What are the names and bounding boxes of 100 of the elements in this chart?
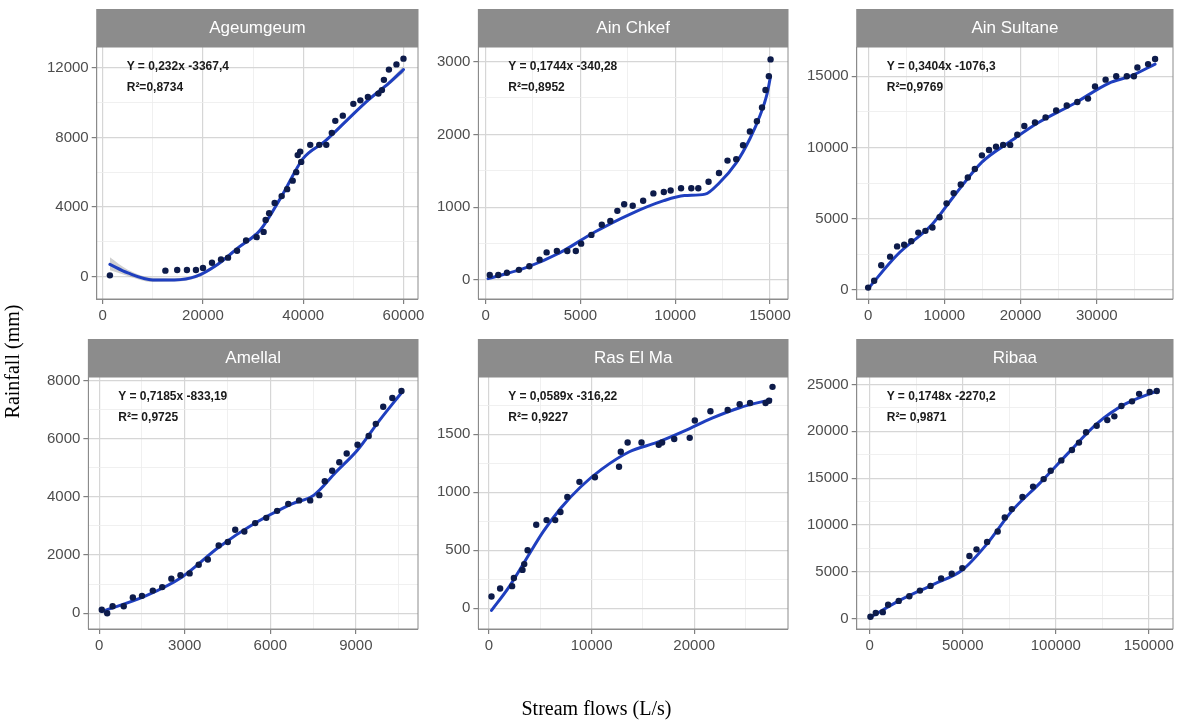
- point: [985, 146, 993, 154]
- y-tick-label: 0: [462, 270, 471, 288]
- point: [624, 439, 631, 446]
- point: [515, 266, 523, 274]
- x-axis-title: Stream flows (L/s): [520, 697, 673, 720]
- y-tick-label: 1500: [436, 424, 471, 442]
- point: [1102, 76, 1109, 83]
- point: [398, 387, 405, 395]
- point: [224, 538, 232, 546]
- point: [177, 571, 184, 579]
- y-tick-label: 6000: [46, 428, 81, 446]
- point: [380, 403, 387, 410]
- point: [870, 277, 878, 284]
- point: [879, 608, 887, 616]
- y-tick-label: 12000: [46, 58, 89, 75]
- point: [503, 269, 511, 276]
- y-tick-label: 3000: [436, 51, 471, 69]
- chart-title: Ras El Ma: [593, 347, 673, 367]
- point: [350, 100, 357, 108]
- y-tick-label: 2000: [436, 124, 471, 142]
- x-tick-label: 0: [481, 306, 490, 324]
- point: [380, 76, 388, 84]
- y-tick-label: 5000: [815, 562, 849, 579]
- point: [263, 514, 270, 522]
- y-tick-label: 4000: [46, 487, 81, 505]
- y-tick-label: 8000: [55, 127, 89, 145]
- point: [232, 526, 239, 533]
- annotation: Y = 0,232x -3367,4: [126, 59, 230, 74]
- point: [929, 224, 936, 231]
- annotation: R²=0,9769: [886, 80, 944, 95]
- point: [992, 143, 1000, 150]
- point: [957, 181, 964, 188]
- annotation: Y = 0,1744x -340,28: [508, 59, 618, 74]
- point: [688, 185, 695, 192]
- point: [265, 209, 273, 217]
- point: [486, 271, 493, 279]
- point: [400, 55, 407, 62]
- point: [900, 241, 908, 248]
- point: [524, 547, 531, 554]
- x-tick-label: 40000: [282, 306, 325, 324]
- point: [671, 435, 678, 443]
- point: [893, 243, 901, 250]
- point: [878, 262, 885, 269]
- point: [217, 256, 225, 263]
- point: [724, 157, 731, 164]
- point: [521, 560, 528, 568]
- point: [906, 593, 913, 600]
- point: [872, 609, 879, 617]
- y-tick-label: 20000: [806, 421, 849, 439]
- point: [106, 272, 114, 279]
- point: [1040, 475, 1047, 483]
- y-tick-label: 0: [840, 280, 849, 298]
- point: [607, 217, 614, 225]
- x-tick-label: 0: [95, 636, 104, 654]
- x-tick-label: 10000: [570, 636, 613, 654]
- point: [966, 552, 973, 560]
- point: [943, 200, 950, 207]
- point: [564, 247, 571, 255]
- point: [765, 397, 773, 404]
- point: [1144, 60, 1152, 68]
- point: [978, 152, 986, 159]
- point: [572, 247, 580, 255]
- point: [1130, 73, 1138, 80]
- point: [208, 259, 216, 266]
- annotation: R²= 0,9725: [118, 410, 179, 425]
- x-tick-label: 0: [863, 306, 873, 324]
- point: [1084, 95, 1092, 102]
- point: [971, 165, 979, 173]
- annotation: Y = 0,1748x -2270,2: [886, 389, 996, 404]
- point: [109, 603, 116, 610]
- point: [328, 129, 335, 137]
- point: [1063, 102, 1070, 109]
- point: [553, 247, 561, 255]
- point: [120, 603, 127, 610]
- point: [715, 169, 723, 177]
- point: [867, 613, 874, 621]
- point: [1128, 398, 1136, 405]
- point: [915, 229, 922, 236]
- point: [1007, 141, 1014, 149]
- point: [983, 538, 991, 546]
- point: [1068, 446, 1076, 454]
- point: [936, 213, 943, 221]
- point: [948, 570, 955, 577]
- point: [769, 383, 776, 391]
- point: [332, 117, 339, 125]
- point: [733, 155, 740, 163]
- point: [1052, 107, 1060, 114]
- y-tick-label: 500: [445, 540, 471, 558]
- point: [765, 72, 773, 80]
- y-tick-label: 15000: [806, 66, 849, 84]
- point: [927, 582, 934, 590]
- x-tick-label: 0: [484, 636, 494, 654]
- point: [316, 141, 323, 149]
- point: [886, 253, 894, 260]
- point: [293, 168, 300, 176]
- point: [629, 202, 636, 209]
- point: [1074, 98, 1081, 106]
- y-tick-label: 2000: [46, 545, 81, 563]
- chart-title: Ageumgeum: [209, 17, 306, 37]
- point: [1104, 416, 1111, 424]
